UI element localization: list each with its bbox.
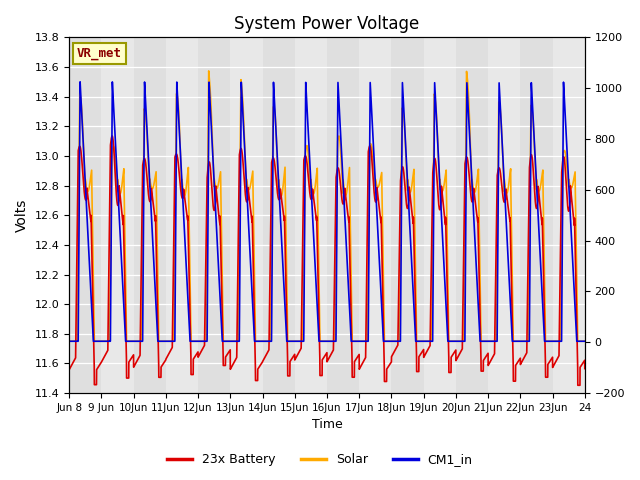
Bar [198,37,230,393]
Solar [65,338,73,344]
23x Battery [92,382,99,387]
Solar [393,338,401,344]
23x Battery [252,378,260,384]
Y-axis label: Volts: Volts [15,199,29,232]
Bar [134,37,166,393]
Line: CM1_in: CM1_in [69,82,585,341]
CM1_in [252,338,260,344]
Bar [327,37,359,393]
CM1_in [475,318,483,324]
Solar [581,338,589,344]
Bar [69,37,101,393]
Bar [456,37,488,393]
23x Battery [574,383,582,388]
Solar [447,338,455,344]
23x Battery [475,267,483,273]
Bar [262,37,295,393]
23x Battery [447,354,455,360]
Solar [252,338,260,344]
CM1_in [581,338,589,344]
Bar [392,37,424,393]
Solar [92,338,99,344]
Legend: 23x Battery, Solar, CM1_in: 23x Battery, Solar, CM1_in [163,448,477,471]
Line: Solar: Solar [69,71,585,341]
23x Battery [581,366,589,372]
Solar [371,172,378,178]
Line: 23x Battery: 23x Battery [69,136,585,385]
23x Battery [65,367,73,372]
CM1_in [65,338,73,344]
Title: System Power Voltage: System Power Voltage [234,15,420,33]
CM1_in [393,338,401,344]
Solar [205,68,212,74]
CM1_in [92,338,99,344]
23x Battery [393,344,401,350]
CM1_in [447,338,455,344]
Bar [520,37,552,393]
CM1_in [76,79,84,84]
23x Battery [108,133,116,139]
Solar [475,211,483,217]
CM1_in [371,161,378,167]
Text: VR_met: VR_met [77,47,122,60]
23x Battery [371,192,378,197]
X-axis label: Time: Time [312,419,342,432]
